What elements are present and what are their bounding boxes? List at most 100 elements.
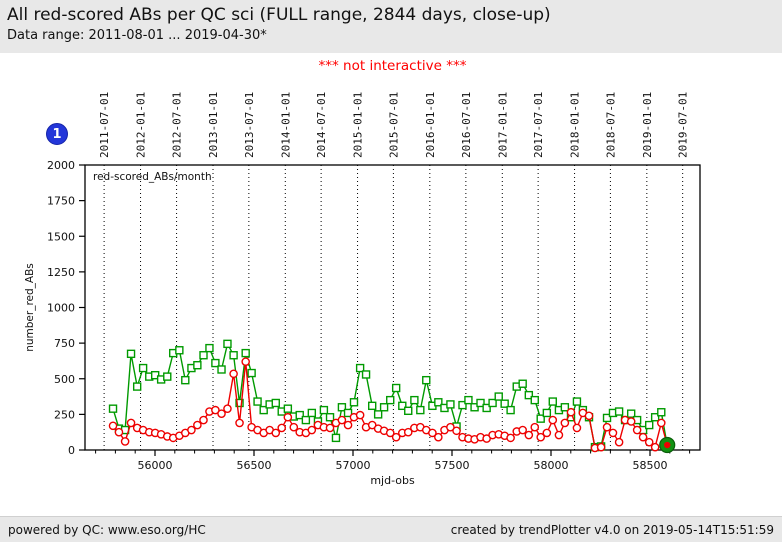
data-point-square [548, 397, 557, 406]
data-point-square [518, 379, 527, 388]
footer-bar: powered by QC: www.eso.org/HC created by… [0, 516, 782, 542]
data-point-square [253, 397, 262, 406]
data-point-square [560, 403, 570, 412]
data-point-square [614, 407, 624, 416]
top-date-axis: 2011-07-01 2012-01-01 2012-07-01 2013-01-01… [98, 92, 690, 158]
data-point-square [542, 408, 552, 418]
data-point-square [602, 413, 612, 423]
x-tick-label: 56500 [237, 459, 272, 472]
data-point-circle [608, 428, 618, 438]
top-axis-date-label: 2013-07-01 [243, 92, 256, 158]
x-tick-label: 58500 [633, 459, 668, 472]
y-tick-label: 1250 [47, 266, 75, 279]
data-point-square [361, 370, 371, 379]
data-point-square [476, 398, 485, 408]
data-point-square [199, 351, 208, 360]
data-point-square [271, 398, 280, 408]
top-axis-date-label: 2012-01-01 [135, 92, 148, 158]
data-point-square [241, 348, 250, 358]
data-point-circle [343, 420, 353, 430]
data-point-square [211, 358, 220, 368]
y-axis-title: number_red_ABs [24, 263, 36, 352]
data-point-square [391, 383, 401, 393]
x-tick-label: 58000 [534, 459, 569, 472]
data-point-circle [506, 433, 515, 443]
plot-gridlines [103, 165, 684, 450]
data-point-square [506, 405, 515, 415]
page-title: All red-scored ABs per QC sci (FULL rang… [7, 5, 551, 25]
top-axis-date-label: 2018-01-01 [569, 92, 582, 158]
data-point-circle [114, 427, 124, 437]
data-point-square [373, 410, 383, 419]
data-range-subtitle: Data range: 2011-08-01 ... 2019-04-30* [7, 28, 267, 43]
data-point-square [132, 382, 142, 391]
data-point-square [500, 399, 509, 408]
data-point-circle [223, 404, 232, 413]
data-point-circle [644, 437, 654, 447]
data-point-circle [307, 425, 317, 435]
top-axis-date-label: 2019-07-01 [677, 92, 690, 158]
data-point-square [572, 397, 582, 406]
data-point-square [386, 395, 395, 405]
y-tick-label: 2000 [47, 159, 75, 172]
data-point-square [524, 390, 534, 400]
data-point-square [259, 405, 268, 415]
y-tick-label: 1500 [47, 230, 75, 243]
data-point-circle [572, 423, 582, 433]
data-point-circle [187, 425, 196, 435]
series-red-circles [108, 357, 672, 453]
data-point-square [319, 405, 329, 415]
header-bar: All red-scored ABs per QC sci (FULL rang… [0, 0, 782, 53]
top-axis-date-label: 2012-07-01 [171, 92, 184, 158]
data-point-circle [632, 425, 642, 435]
x-axis: 56000 56500 57000 57500 58000 58500 mjd-obs [95, 450, 691, 487]
data-point-square [355, 363, 365, 373]
data-point-square [108, 404, 118, 413]
x-tick-label: 56000 [138, 459, 173, 472]
x-tick-label: 57000 [336, 459, 371, 472]
top-axis-date-label: 2011-07-01 [98, 92, 111, 158]
legend-label: red-scored_ABs/month [93, 171, 212, 183]
top-axis-date-label: 2016-07-01 [460, 92, 473, 158]
data-point-circle [554, 430, 564, 440]
data-point-circle [650, 442, 660, 452]
data-point-circle [235, 418, 244, 428]
data-point-square [283, 404, 293, 413]
data-point-square [657, 408, 666, 417]
data-point-circle [614, 437, 624, 447]
data-point-circle [428, 428, 437, 438]
data-point-square [349, 398, 359, 407]
data-point-circle [355, 410, 365, 420]
top-axis-date-label: 2017-07-01 [532, 92, 545, 158]
data-point-circle [325, 423, 335, 433]
data-point-circle [560, 418, 570, 428]
data-point-square [379, 403, 389, 412]
data-point-square [650, 413, 660, 422]
plot-number-badge: 1 [46, 123, 68, 145]
data-point-square [150, 370, 160, 380]
data-point-circle [536, 432, 546, 442]
data-point-square [229, 351, 238, 360]
data-point-circle [403, 427, 413, 437]
data-point-circle [656, 418, 666, 428]
y-tick-label: 500 [54, 373, 75, 386]
data-point-square [464, 395, 473, 405]
data-point-circle [211, 405, 220, 415]
data-point-square [416, 405, 425, 415]
data-point-square [301, 415, 311, 425]
y-tick-label: 1000 [47, 302, 75, 315]
data-point-square [368, 401, 377, 411]
data-point-square [126, 349, 136, 359]
data-point-circle [120, 437, 130, 446]
data-point-square [488, 398, 497, 408]
data-point-square [410, 395, 419, 405]
data-point-circle [518, 425, 527, 435]
data-point-square [434, 398, 443, 407]
data-point-circle [452, 426, 461, 436]
data-point-square [325, 413, 335, 422]
data-point-circle [530, 422, 540, 432]
data-point-square [138, 363, 148, 373]
data-point-circle [542, 428, 552, 438]
data-point-square [175, 346, 184, 355]
data-point-circle [524, 430, 534, 440]
